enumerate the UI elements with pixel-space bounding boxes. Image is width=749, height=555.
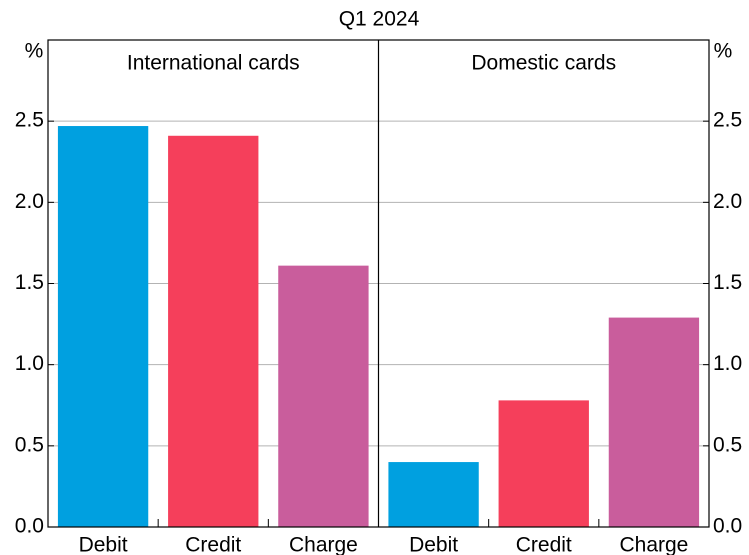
x-tick-label: Charge [619, 534, 688, 555]
y-tick-label: 2.5 [15, 109, 44, 132]
bar [57, 126, 149, 527]
y-tick-label: 0.5 [15, 433, 44, 456]
y-tick-label: 0.0 [713, 515, 742, 538]
plot-frame [47, 39, 710, 528]
chart-title: Q1 2024 [339, 8, 420, 31]
bar [278, 265, 369, 527]
y-tick-label: 1.0 [713, 352, 742, 375]
y-tick-label: 1.0 [15, 352, 44, 375]
y-tick-label: 0.0 [15, 515, 44, 538]
y-tick-label: 2.0 [713, 190, 742, 213]
y-tick-label: 2.5 [713, 109, 742, 132]
y-tick-label: 0.5 [713, 433, 742, 456]
panel-title: International cards [127, 52, 300, 75]
y-axis-unit: % [25, 40, 44, 63]
x-tick-label: Charge [289, 534, 358, 555]
bar [608, 317, 700, 527]
panel-title: Domestic cards [471, 52, 616, 75]
bar [388, 462, 479, 527]
y-tick-label: 1.5 [15, 271, 44, 294]
bar [498, 400, 589, 527]
x-tick-label: Credit [185, 534, 241, 555]
x-tick-label: Debit [409, 534, 458, 555]
y-tick-label: 2.0 [15, 190, 44, 213]
y-axis-unit: % [714, 40, 733, 63]
x-tick-label: Credit [516, 534, 572, 555]
bar [168, 135, 259, 527]
x-tick-label: Debit [79, 534, 128, 555]
y-tick-label: 1.5 [713, 271, 742, 294]
